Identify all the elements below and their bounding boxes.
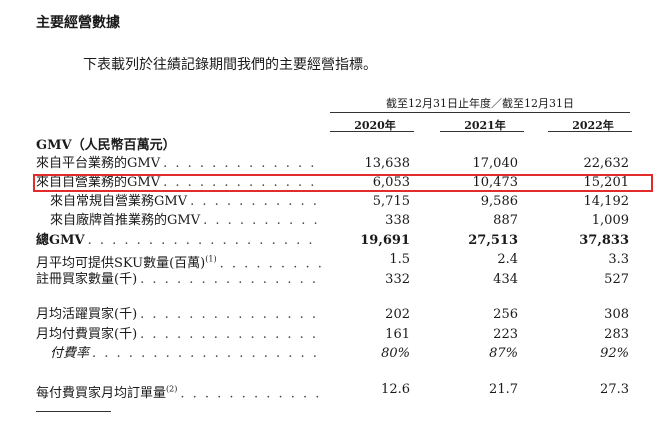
row-label: 註冊買家數量(千): [36, 272, 141, 287]
value-2020: 338: [385, 213, 410, 228]
value-2020: 12.6: [381, 382, 410, 397]
row-label: 月均付費買家(千): [36, 327, 141, 342]
value-2022: 22,632: [583, 156, 630, 171]
value-2021: 9,586: [480, 194, 518, 209]
table-row: 每付費買家月均訂單量(2). . . . . . . . . . . . . .…: [36, 381, 636, 402]
value-2020: 5,715: [372, 194, 410, 209]
value-2022: 92%: [600, 346, 629, 361]
year-2022-header: 2022年: [572, 119, 614, 132]
year-2021-header: 2021年: [464, 119, 506, 132]
table-row: 來自常規自營業務GMV. . . . . . . . . . . . . . .…: [36, 193, 636, 211]
value-2022: 37,833: [579, 233, 629, 248]
value-2022: 14,192: [583, 194, 630, 209]
value-2021: 17,040: [472, 156, 519, 171]
value-2022: 27.3: [600, 382, 629, 397]
value-2021: 87%: [489, 346, 518, 361]
highlight-box: [33, 174, 653, 192]
value-2021: 434: [493, 272, 518, 287]
value-2021: 887: [493, 213, 518, 228]
value-2021: 10,473: [472, 175, 519, 190]
value-2021: 2.4: [497, 252, 518, 267]
year-2020-header: 2020年: [354, 119, 396, 132]
leader-dots: . . . . . . . . . . . . . . . . . . . . …: [180, 386, 321, 402]
row-label: 付費率: [50, 346, 93, 361]
leader-dots: . . . . . . . . . . . . . . . . . . . . …: [92, 346, 321, 361]
table-row: 月均活躍買家(千). . . . . . . . . . . . . . . .…: [36, 306, 636, 324]
table-row: 註冊買家數量(千). . . . . . . . . . . . . . . .…: [36, 271, 636, 289]
row-label: 月平均可提供SKU數量(百萬): [36, 256, 206, 272]
gmv-section-heading: GMV（人民幣百萬元）: [36, 138, 176, 153]
value-2021: 21.7: [489, 382, 518, 397]
period-header: 截至12月31日止年度／截至12月31日: [386, 97, 574, 110]
row-label: 總GMV: [36, 233, 88, 248]
value-2020: 332: [385, 272, 410, 287]
row-label: 來自廠牌首推業務的GMV: [50, 213, 204, 228]
value-2022: 308: [604, 307, 629, 322]
gmv-section-heading-row: GMV（人民幣百萬元）: [36, 137, 636, 155]
row-label: 來自自營業務的GMV: [36, 175, 164, 190]
value-2022: 527: [604, 272, 629, 287]
leader-dots: . . . . . . . . . . . . . . . . . . . . …: [203, 213, 321, 228]
intro-text: 下表載列於往績記錄期間我們的主要經營指標。: [83, 57, 377, 73]
table-row: 來自廠牌首推業務的GMV. . . . . . . . . . . . . . …: [36, 212, 636, 230]
value-2020: 202: [385, 307, 410, 322]
value-2022: 283: [604, 327, 629, 342]
row-label: 月均活躍買家(千): [36, 307, 141, 322]
table-row: 付費率. . . . . . . . . . . . . . . . . . .…: [36, 345, 636, 363]
year-rule-2020: [330, 131, 414, 132]
value-2020: 80%: [381, 346, 410, 361]
value-2021: 223: [493, 327, 518, 342]
value-2020: 1.5: [389, 252, 410, 267]
year-rule-2022: [548, 131, 632, 132]
value-2020: 19,691: [360, 233, 410, 248]
value-2021: 27,513: [468, 233, 518, 248]
value-2022: 15,201: [583, 175, 630, 190]
value-2021: 256: [493, 307, 518, 322]
table-row: 來自平台業務的GMV. . . . . . . . . . . . . . . …: [36, 155, 636, 173]
value-2022: 3.3: [608, 252, 629, 267]
leader-dots: . . . . . . . . . . . . . . . . . . . . …: [140, 272, 321, 287]
row-label: 每付費買家月均訂單量: [36, 386, 167, 402]
table-row-highlighted: 來自自營業務的GMV. . . . . . . . . . . . . . . …: [36, 174, 636, 192]
table-row-total: 總GMV. . . . . . . . . . . . . . . . . . …: [36, 232, 636, 250]
leader-dots: . . . . . . . . . . . . . . . . . . . . …: [163, 156, 321, 171]
leader-dots: . . . . . . . . . . . . . . . . . . . . …: [140, 307, 321, 322]
period-rule: [330, 112, 630, 113]
row-label: 來自常規自營業務GMV: [50, 194, 191, 209]
leader-dots: . . . . . . . . . . . . . . . . . . . . …: [163, 175, 321, 190]
section-title: 主要經營數據: [36, 15, 120, 31]
value-2020: 161: [385, 327, 410, 342]
value-2022: 1,009: [591, 213, 629, 228]
year-rule-2021: [440, 131, 524, 132]
leader-dots: . . . . . . . . . . . . . . . . . . . . …: [219, 256, 321, 272]
footnote-marker: (1): [205, 255, 217, 264]
leader-dots: . . . . . . . . . . . . . . . . . . . . …: [87, 233, 321, 248]
leader-dots: . . . . . . . . . . . . . . . . . . . . …: [140, 327, 321, 342]
footnote-rule: [36, 411, 111, 412]
table-row: 月均付費買家(千). . . . . . . . . . . . . . . .…: [36, 326, 636, 344]
footnote-marker: (2): [166, 385, 178, 394]
table-row: 月平均可提供SKU數量(百萬)(1). . . . . . . . . . . …: [36, 251, 636, 272]
value-2020: 13,638: [364, 156, 411, 171]
row-label: 來自平台業務的GMV: [36, 156, 164, 171]
value-2020: 6,053: [372, 175, 410, 190]
leader-dots: . . . . . . . . . . . . . . . . . . . . …: [190, 194, 321, 209]
